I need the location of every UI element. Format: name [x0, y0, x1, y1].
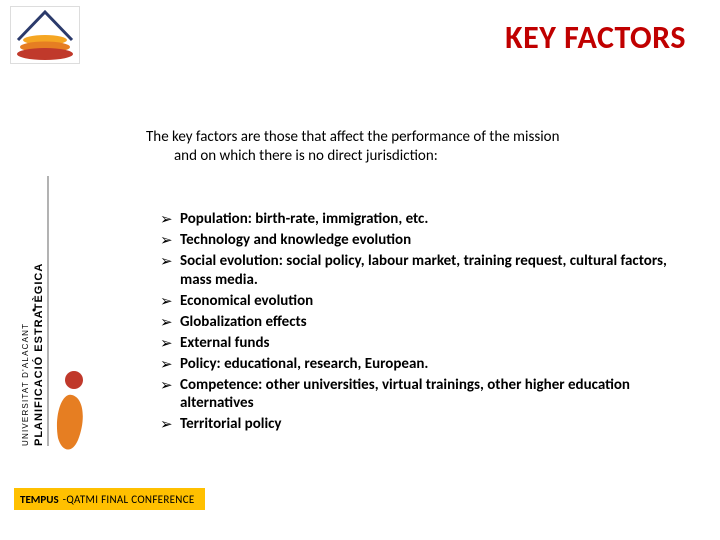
list-item-text: Territorial policy: [180, 415, 690, 434]
list-item-text: Social evolution: social policy, labour …: [180, 252, 690, 290]
list-item: ➢ Population: birth-rate, immigration, e…: [160, 210, 690, 229]
list-item: ➢ Technology and knowledge evolution: [160, 231, 690, 250]
footer-qatmi: -QATMI FINAL CONFERENCE: [63, 493, 195, 506]
sidebar-logo: PLANIFICACIÓ ESTRATÈGICA UNIVERSITAT D'A…: [12, 170, 104, 450]
slide: KEY FACTORS The key factors are those th…: [0, 0, 720, 540]
list-item-text: Population: birth-rate, immigration, etc…: [180, 210, 690, 229]
side-logo-sub: UNIVERSITAT D'ALACANT: [21, 323, 30, 446]
side-logo-main: PLANIFICACIÓ ESTRATÈGICA: [32, 263, 45, 446]
list-item: ➢ Territorial policy: [160, 415, 690, 434]
list-item: ➢ Social evolution: social policy, labou…: [160, 252, 690, 290]
key-factors-list: ➢ Population: birth-rate, immigration, e…: [160, 210, 690, 436]
bullet-icon: ➢: [160, 355, 180, 374]
slide-title: KEY FACTORS: [505, 18, 686, 57]
intro-line-2: and on which there is no direct jurisdic…: [174, 147, 686, 166]
list-item: ➢ Globalization effects: [160, 313, 690, 332]
bullet-icon: ➢: [160, 376, 180, 395]
bullet-icon: ➢: [160, 292, 180, 311]
bullet-icon: ➢: [160, 313, 180, 332]
list-item-text: External funds: [180, 334, 690, 353]
bullet-icon: ➢: [160, 252, 180, 271]
bullet-icon: ➢: [160, 210, 180, 229]
footer-tempus: TEMPUS: [20, 493, 59, 506]
list-item: ➢ Policy: educational, research, Europea…: [160, 355, 690, 374]
svg-text:PLANIFICACIÓ ESTRATÈGICA: PLANIFICACIÓ ESTRATÈGICA: [32, 263, 45, 446]
list-item-text: Economical evolution: [180, 292, 690, 311]
intro-line-1: The key factors are those that affect th…: [146, 128, 686, 147]
list-item-text: Globalization effects: [180, 313, 690, 332]
list-item: ➢ Competence: other universities, virtua…: [160, 376, 690, 414]
list-item: ➢ Economical evolution: [160, 292, 690, 311]
svg-text:UNIVERSITAT D'ALACANT: UNIVERSITAT D'ALACANT: [21, 323, 30, 446]
list-item-text: Technology and knowledge evolution: [180, 231, 690, 250]
bullet-icon: ➢: [160, 415, 180, 434]
top-logo: [10, 6, 80, 64]
bullet-icon: ➢: [160, 334, 180, 353]
intro-paragraph: The key factors are those that affect th…: [146, 128, 686, 166]
bullet-icon: ➢: [160, 231, 180, 250]
footer-yellow-box: TEMPUS -QATMI FINAL CONFERENCE: [14, 488, 205, 510]
list-item-text: Competence: other universities, virtual …: [180, 376, 690, 414]
list-item: ➢ External funds: [160, 334, 690, 353]
footer-bar: TEMPUS -QATMI FINAL CONFERENCE: [14, 488, 205, 510]
list-item-text: Policy: educational, research, European.: [180, 355, 690, 374]
